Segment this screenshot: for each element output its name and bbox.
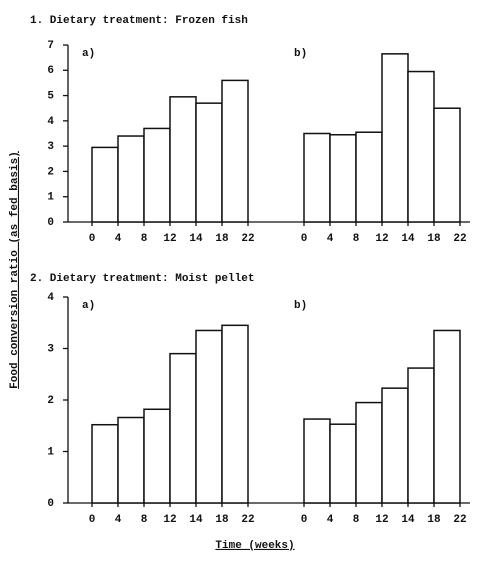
bar [195, 102, 223, 223]
x-tick-label: 4 [327, 233, 334, 245]
x-tick-label: 12 [163, 514, 176, 526]
bar [433, 107, 461, 223]
y-tick-label: 4 [47, 292, 54, 304]
x-tick-label: 12 [375, 233, 388, 245]
bar [407, 367, 435, 504]
x-tick-label: 18 [427, 233, 441, 245]
x-tick-label: 8 [353, 514, 360, 526]
bar [303, 132, 331, 223]
bar [91, 423, 119, 504]
bar [117, 135, 145, 223]
x-axis-label: Time (weeks) [215, 540, 294, 552]
y-tick-label: 1 [47, 446, 54, 458]
bar [433, 329, 461, 504]
y-tick-label: 0 [47, 498, 54, 510]
bar [195, 329, 223, 504]
y-tick-label: 2 [47, 166, 54, 178]
panel-label: b) [294, 300, 307, 312]
x-tick-label: 22 [453, 233, 466, 245]
panel-label: a) [82, 300, 95, 312]
y-tick-label: 7 [47, 40, 54, 52]
bar [91, 146, 119, 223]
bar [381, 387, 409, 504]
bar [169, 96, 197, 223]
bar [329, 423, 357, 504]
bar [407, 70, 435, 223]
x-tick-label: 14 [401, 514, 415, 526]
chart-title: 1. Dietary treatment: Frozen fish [30, 15, 248, 27]
bar [329, 134, 357, 223]
bar [221, 79, 249, 223]
x-tick-label: 22 [453, 514, 466, 526]
bar [221, 324, 249, 504]
bar [143, 127, 171, 223]
bar [303, 418, 331, 504]
panel-label: b) [294, 48, 307, 60]
y-tick-label: 0 [47, 217, 54, 229]
y-tick-label: 2 [47, 395, 54, 407]
x-tick-label: 14 [189, 233, 203, 245]
x-tick-label: 14 [401, 233, 415, 245]
x-tick-label: 8 [141, 233, 148, 245]
x-tick-label: 4 [327, 514, 334, 526]
x-tick-label: 4 [115, 514, 122, 526]
y-tick-label: 3 [47, 343, 54, 355]
bar [381, 53, 409, 223]
x-tick-label: 18 [215, 514, 229, 526]
x-tick-label: 8 [141, 514, 148, 526]
x-tick-label: 0 [89, 514, 96, 526]
y-tick-label: 5 [47, 90, 54, 102]
y-tick-label: 3 [47, 141, 54, 153]
x-tick-label: 0 [301, 514, 308, 526]
y-tick-label: 1 [47, 192, 54, 204]
x-tick-label: 12 [375, 514, 388, 526]
x-tick-label: 4 [115, 233, 122, 245]
x-tick-label: 22 [241, 514, 254, 526]
x-tick-label: 8 [353, 233, 360, 245]
y-axis-label: Food conversion ratio (as fed basis) [9, 151, 21, 389]
panel-label: a) [82, 48, 95, 60]
bar [355, 131, 383, 223]
x-tick-label: 12 [163, 233, 176, 245]
chart-title: 2. Dietary treatment: Moist pellet [30, 273, 254, 285]
bar [117, 416, 145, 504]
x-tick-label: 18 [427, 514, 441, 526]
bar [355, 401, 383, 504]
x-tick-label: 18 [215, 233, 229, 245]
x-tick-label: 14 [189, 514, 203, 526]
bar [143, 408, 171, 504]
y-tick-label: 6 [47, 65, 54, 77]
x-tick-label: 0 [89, 233, 96, 245]
y-tick-label: 4 [47, 116, 54, 128]
bar [169, 352, 197, 504]
x-tick-label: 0 [301, 233, 308, 245]
x-tick-label: 22 [241, 233, 254, 245]
